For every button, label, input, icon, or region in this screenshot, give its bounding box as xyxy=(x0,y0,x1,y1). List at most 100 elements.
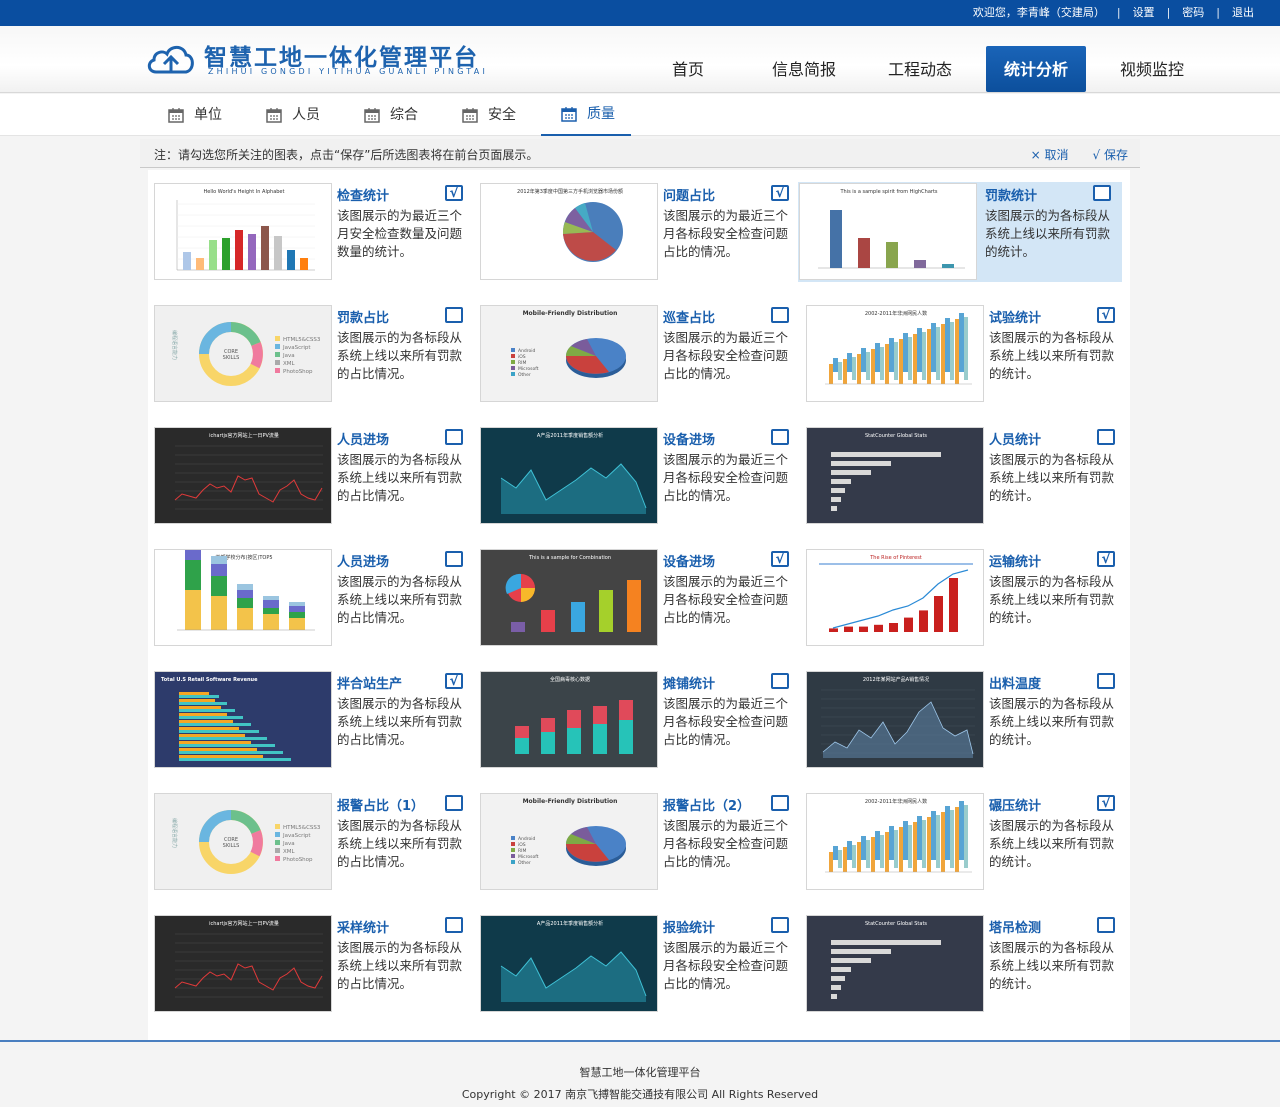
cancel-button[interactable]: × 取消 xyxy=(1030,148,1069,162)
svg-text:This is a sample for Combinati: This is a sample for Combination xyxy=(528,555,611,561)
chart-card[interactable]: A产品2011年季度销售额分析 报验统计 该图展示的为最近三个月各标段安全检查问题占… xyxy=(474,902,804,1012)
chart-card-description: 该图展示的为最近三个月各标段安全检查问题占比的情况。 xyxy=(663,330,789,381)
svg-text:Mobile-Friendly Distribution: Mobile-Friendly Distribution xyxy=(523,798,618,805)
chart-thumbnail-image: A产品2011年季度销售额分析 xyxy=(481,428,657,523)
svg-text:Java: Java xyxy=(282,353,295,359)
checkbox-checked[interactable]: √ xyxy=(445,185,463,201)
chart-thumbnail-image: 全国病毒核心数据 xyxy=(481,672,657,767)
checkbox-checked[interactable]: √ xyxy=(1097,551,1115,567)
chart-thumbnail: 2002-2011年非洲网民人数 xyxy=(806,305,984,402)
chart-card[interactable]: Mobile-Friendly Distribution Android iOS RI… xyxy=(474,292,804,402)
chart-card[interactable]: A产品2011年季度销售额分析 设备进场 该图展示的为最近三个月各标段安全检查问题占… xyxy=(474,414,804,524)
chart-thumbnail: A产品2011年季度销售额分析 xyxy=(480,427,658,524)
chart-card-title: 罚款统计 xyxy=(985,189,1038,204)
chart-thumbnail: This is a sample for Combination xyxy=(480,549,658,646)
settings-link[interactable]: 设置 xyxy=(1132,6,1155,19)
checkbox-unchecked[interactable] xyxy=(1097,673,1115,689)
subtab-3[interactable]: 安全 xyxy=(462,94,516,136)
checkbox-checked[interactable]: √ xyxy=(771,551,789,567)
chart-card[interactable]: 首都学校分布(按区)TOP5 人员进场 该图展示的为各标段从系统上线以来所有罚款的占… xyxy=(148,536,478,646)
chart-card[interactable]: ichartjs官方网站上一日PV流量 采样统计 该图展示的为各标段从系统上线以来所… xyxy=(148,902,478,1012)
subtab-4[interactable]: 质量 xyxy=(541,94,631,136)
chart-card-description: 该图展示的为各标段从系统上线以来所有罚款的统计。 xyxy=(985,208,1111,259)
chart-thumbnail-image: The Rise of Pinterest xyxy=(807,550,983,645)
chart-thumbnail: 2012年某网站产品A销售情况 xyxy=(806,671,984,768)
checkbox-unchecked[interactable] xyxy=(771,673,789,689)
checkbox-unchecked[interactable] xyxy=(771,307,789,323)
svg-text:Java: Java xyxy=(282,841,295,847)
svg-text:Android: Android xyxy=(518,348,536,354)
checkbox-unchecked[interactable] xyxy=(445,429,463,445)
svg-text:Other: Other xyxy=(518,372,531,378)
checkbox-unchecked[interactable] xyxy=(1093,185,1111,201)
chart-card[interactable]: This is a sample spirit from HighCharts 罚… xyxy=(798,182,1122,282)
checkbox-unchecked[interactable] xyxy=(771,429,789,445)
svg-text:Microsoft: Microsoft xyxy=(518,366,539,372)
chart-card[interactable]: 2012年某网站产品A销售情况 出料温度 该图展示的为各标段从系统上线以来所有罚款的… xyxy=(800,658,1130,768)
calendar-icon xyxy=(364,107,380,123)
chart-thumbnail: A产品2011年季度销售额分析 xyxy=(480,915,658,1012)
svg-text:iOS: iOS xyxy=(518,842,526,848)
chart-card[interactable]: This is a sample for Combination 设备进场 该图展示… xyxy=(474,536,804,646)
checkbox-checked[interactable]: √ xyxy=(1097,795,1115,811)
password-link[interactable]: 密码 xyxy=(1182,6,1205,19)
svg-text:2002-2011年非洲网民人数: 2002-2011年非洲网民人数 xyxy=(865,310,927,317)
chart-card[interactable]: 2012年第3季度中国第三方手机浏览器市场份额 问题占比 该图展示的为最近三个月各标… xyxy=(474,170,804,280)
chart-card-title: 问题占比 xyxy=(663,189,716,204)
svg-text:SKILLS: SKILLS xyxy=(223,355,240,361)
checkbox-checked[interactable]: √ xyxy=(1097,307,1115,323)
chart-card-title: 碾压统计 xyxy=(989,799,1042,814)
chart-card[interactable]: 编程语言能力 CORE SKILLS HTML5&CSS3 JavaScript Java… xyxy=(148,780,478,890)
checkbox-checked[interactable]: √ xyxy=(445,673,463,689)
chart-thumbnail-image: A产品2011年季度销售额分析 xyxy=(481,916,657,1011)
subtab-2[interactable]: 综合 xyxy=(364,94,418,136)
calendar-icon xyxy=(462,107,478,123)
nav-item-3[interactable]: 统计分析 xyxy=(986,46,1086,92)
chart-card[interactable]: ichartjs官方网站上一日PV流量 人员进场 该图展示的为各标段从系统上线以来所… xyxy=(148,414,478,524)
subtab-1[interactable]: 人员 xyxy=(266,94,320,136)
save-button[interactable]: √ 保存 xyxy=(1092,148,1128,162)
svg-text:JavaScript: JavaScript xyxy=(282,345,311,351)
chart-card-title: 出料温度 xyxy=(989,677,1042,692)
chart-card[interactable]: StatCounter Global Stats 人员统计 该图展示的为各标段从系统… xyxy=(800,414,1130,524)
checkbox-unchecked[interactable] xyxy=(1097,917,1115,933)
chart-card-title: 人员进场 xyxy=(337,555,390,570)
top-bar: 欢迎您，李青峰（交建局） | 设置 | 密码 | 退出 xyxy=(0,0,1280,26)
chart-card[interactable]: 编程语言能力 CORE SKILLS HTML5&CSS3 JavaScript Java… xyxy=(148,292,478,402)
nav-item-0[interactable]: 首页 xyxy=(671,60,704,79)
svg-text:XML: XML xyxy=(283,361,296,367)
nav-item-2[interactable]: 工程动态 xyxy=(887,60,952,79)
chart-thumbnail-image: Total U.S Retail Software Revenue xyxy=(155,672,331,767)
chart-card[interactable]: 2002-2011年非洲网民人数 碾压统计 该图展示的为各标段从系统上线以来所有罚款… xyxy=(800,780,1130,890)
checkbox-unchecked[interactable] xyxy=(445,917,463,933)
chart-card[interactable]: StatCounter Global Stats 塔吊检测 该图展示的为各标段从系统… xyxy=(800,902,1130,1012)
nav-item-4[interactable]: 视频监控 xyxy=(1119,60,1184,79)
checkbox-unchecked[interactable] xyxy=(1097,429,1115,445)
chart-card-description: 该图展示的为最近三个月各标段安全检查问题占比的情况。 xyxy=(663,452,789,503)
chart-thumbnail: StatCounter Global Stats xyxy=(806,915,984,1012)
chart-card[interactable]: 2002-2011年非洲网民人数 试验统计 该图展示的为各标段从系统上线以来所有罚款… xyxy=(800,292,1130,402)
checkbox-unchecked[interactable] xyxy=(445,551,463,567)
chart-card[interactable]: 全国病毒核心数据 摊铺统计 该图展示的为最近三个月各标段安全检查问题占比的情况。 xyxy=(474,658,804,768)
chart-card[interactable]: The Rise of Pinterest 运输统计 该图展示的为各标段从系统上线以… xyxy=(800,536,1130,646)
checkbox-checked[interactable]: √ xyxy=(771,185,789,201)
divider: | xyxy=(1116,6,1121,19)
chart-card[interactable]: Hello World's Height In Alphabet 检查统计 该图展示… xyxy=(148,170,478,280)
chart-card[interactable]: Total U.S Retail Software Revenue 拌合站生产 该图… xyxy=(148,658,478,768)
nav-item-1[interactable]: 信息简报 xyxy=(771,60,836,79)
logout-link[interactable]: 退出 xyxy=(1232,6,1254,19)
checkbox-unchecked[interactable] xyxy=(771,917,789,933)
chart-card-title: 巡查占比 xyxy=(663,311,716,326)
checkbox-unchecked[interactable] xyxy=(445,307,463,323)
chart-thumbnail-image: 2002-2011年非洲网民人数 xyxy=(807,306,983,401)
chart-card[interactable]: Mobile-Friendly Distribution Android iOS RI… xyxy=(474,780,804,890)
svg-text:Other: Other xyxy=(518,860,531,866)
checkbox-unchecked[interactable] xyxy=(445,795,463,811)
subtab-label: 质量 xyxy=(587,106,615,122)
footer-title: 智慧工地一体化管理平台 xyxy=(579,1066,701,1079)
chart-thumbnail: 编程语言能力 CORE SKILLS HTML5&CSS3 JavaScript Java… xyxy=(154,793,332,890)
checkbox-unchecked[interactable] xyxy=(771,795,789,811)
chart-thumbnail-image: This is a sample spirit from HighCharts xyxy=(800,184,976,279)
subtab-0[interactable]: 单位 xyxy=(168,94,222,136)
svg-text:A产品2011年季度销售额分析: A产品2011年季度销售额分析 xyxy=(537,920,603,927)
